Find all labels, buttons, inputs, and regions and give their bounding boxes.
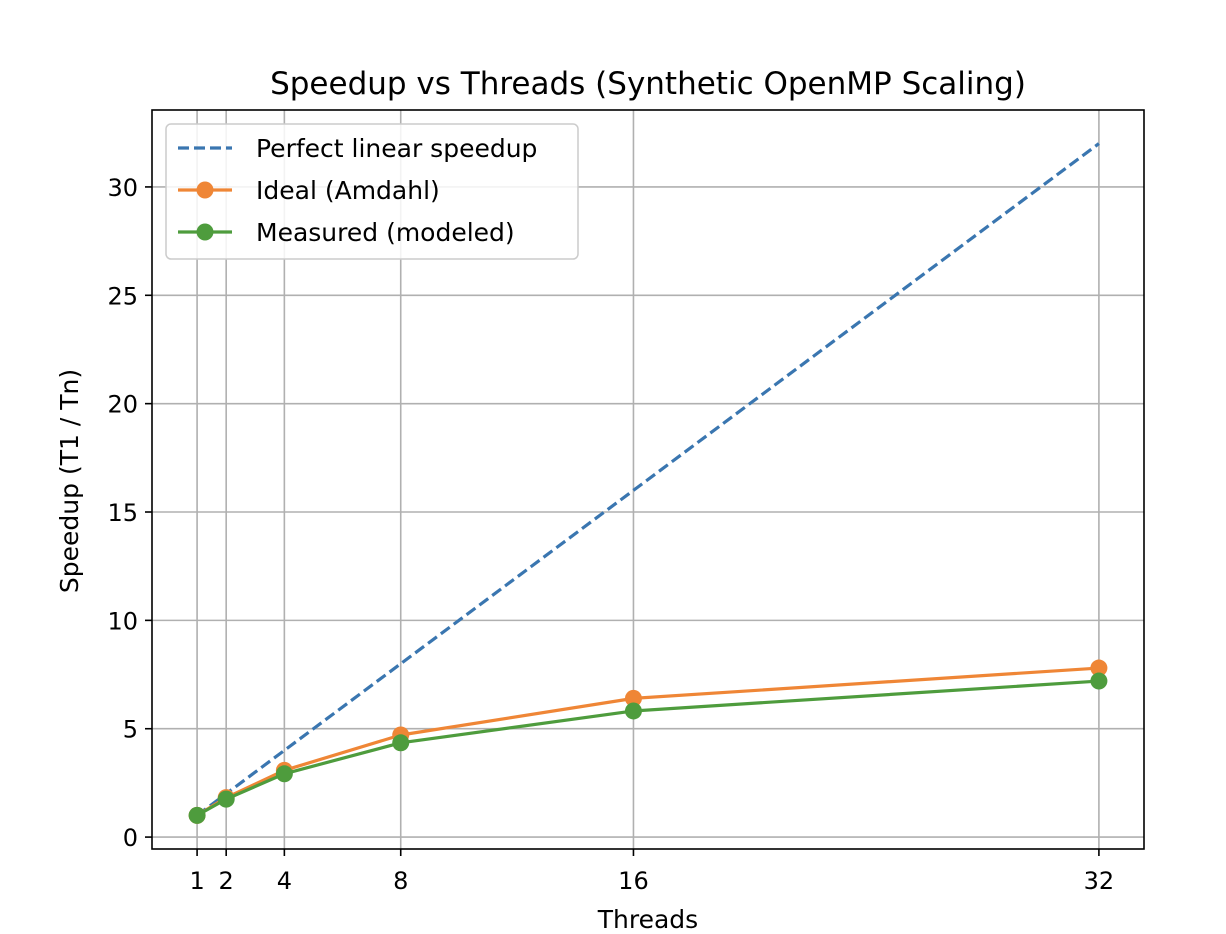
y-tick-label: 0 (123, 824, 138, 852)
y-axis-label: Speedup (T1 / Tn) (55, 369, 84, 593)
data-point-measured-modeled (624, 702, 642, 720)
legend: Perfect linear speedup Ideal (Amdahl) Meas… (165, 123, 579, 260)
x-tick-label: 16 (618, 867, 649, 895)
y-tick-label: 5 (123, 716, 138, 744)
legend-label-ideal-amdahl: Ideal (Amdahl) (256, 176, 440, 205)
y-tick-label: 15 (107, 499, 138, 527)
y-tick-label: 30 (107, 174, 138, 202)
data-point-measured-modeled (392, 734, 410, 752)
series-line-perfect-linear-speedup (196, 142, 1100, 817)
chart-title: Speedup vs Threads (Synthetic OpenMP Sca… (270, 66, 1026, 102)
y-tick-label: 25 (107, 282, 138, 310)
data-point-measured-modeled (217, 790, 235, 808)
data-point-measured-modeled (275, 765, 293, 783)
data-point-measured-modeled (188, 806, 206, 824)
legend-marker-ideal-amdahl (196, 181, 214, 199)
data-point-ideal-amdahl (1090, 659, 1108, 677)
data-point-ideal-amdahl (624, 689, 642, 707)
x-axis-label: Threads (597, 905, 698, 934)
x-tick-label: 1 (189, 867, 204, 895)
legend-label-perfect-linear-speedup: Perfect linear speedup (256, 134, 537, 163)
legend-label-measured-modeled: Measured (modeled) (256, 218, 515, 247)
x-axis-ticks: 1 2 4 8 16 32 (189, 849, 1114, 895)
x-tick-label: 4 (277, 867, 292, 895)
x-tick-label: 2 (219, 867, 234, 895)
legend-marker-measured-modeled (196, 223, 214, 241)
y-tick-label: 20 (107, 391, 138, 419)
x-tick-label: 32 (1084, 867, 1115, 895)
y-axis-ticks: 0 5 10 15 20 25 30 (107, 174, 152, 852)
series-layer (188, 142, 1108, 824)
legend-box (165, 123, 579, 260)
x-tick-label: 8 (393, 867, 408, 895)
plot-frame (151, 109, 1145, 850)
data-point-measured-modeled (1090, 672, 1108, 690)
y-tick-label: 10 (107, 607, 138, 635)
